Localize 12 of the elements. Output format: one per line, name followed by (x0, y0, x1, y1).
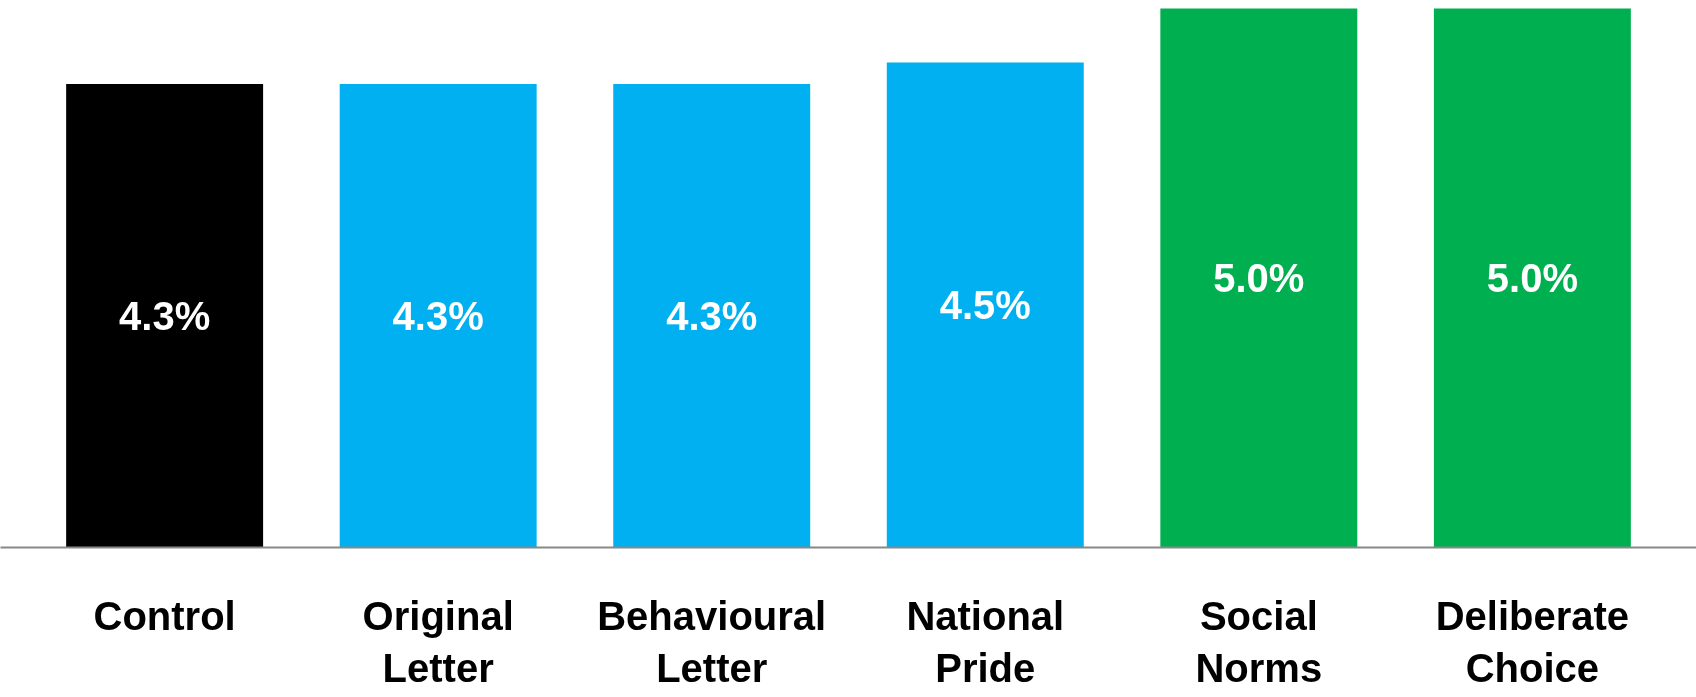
data-label: 4.3% (119, 293, 211, 338)
data-label: 4.3% (392, 293, 484, 338)
data-label: 5.0% (1486, 256, 1578, 301)
x-tick-label: Control (93, 593, 236, 638)
data-label: 5.0% (1213, 256, 1305, 301)
x-tick-label: Deliberate Choice (1435, 593, 1630, 691)
x-tick-label: Behavioural Letter (597, 593, 827, 691)
x-tick-label: Social Norms (1195, 593, 1323, 691)
data-label: 4.5% (939, 282, 1031, 327)
x-tick-label: Original Letter (362, 593, 514, 691)
data-label: 4.3% (666, 293, 758, 338)
x-tick-label: National Pride (906, 593, 1065, 691)
